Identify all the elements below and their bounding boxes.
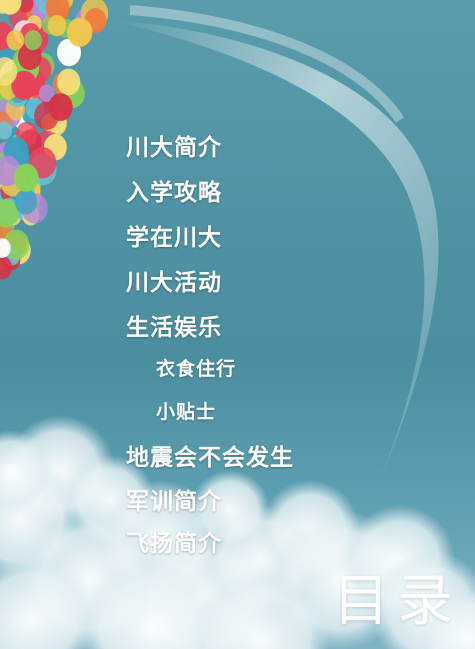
balloon: [56, 68, 81, 96]
balloon: [0, 57, 18, 86]
clouds: [0, 415, 475, 649]
cloud-puff: [190, 470, 270, 550]
balloon: [39, 84, 55, 102]
balloon: [13, 163, 39, 192]
balloon: [14, 188, 38, 215]
menu-item-military-training[interactable]: 军训简介: [126, 489, 222, 515]
cloud-puff: [420, 590, 475, 649]
balloon: [67, 17, 93, 47]
balloon: [17, 0, 34, 13]
balloon: [6, 29, 25, 51]
cloud-puff: [190, 570, 330, 649]
balloon-cluster: [0, 0, 109, 280]
page-title: 目录: [333, 569, 461, 634]
menu-item-scu-activities[interactable]: 川大活动: [126, 270, 222, 296]
menu-item-sichuan-university-intro[interactable]: 川大简介: [126, 135, 222, 161]
menu-item-admission-guide[interactable]: 入学攻略: [126, 180, 222, 206]
menu-item-life-entertainment[interactable]: 生活娱乐: [126, 315, 222, 341]
balloon: [0, 199, 19, 228]
menu-item-daily-living[interactable]: 衣食住行: [156, 358, 237, 380]
balloon: [24, 30, 42, 51]
balloon: [0, 238, 11, 258]
cloud-puff: [80, 560, 220, 649]
menu-item-tips[interactable]: 小贴士: [156, 401, 217, 423]
balloon: [48, 93, 73, 121]
balloon: [47, 14, 67, 37]
balloon: [0, 255, 13, 280]
menu-item-feiyang-intro[interactable]: 飞扬简介: [126, 531, 222, 557]
balloon: [11, 70, 37, 101]
cloud-puff: [0, 430, 50, 510]
menu-item-study-at-scu[interactable]: 学在川大: [126, 225, 222, 251]
balloon: [0, 0, 22, 15]
balloon: [0, 121, 12, 140]
cloud-puff: [0, 555, 95, 649]
menu-item-earthquake[interactable]: 地震会不会发生: [126, 445, 294, 471]
balloon: [45, 0, 70, 22]
